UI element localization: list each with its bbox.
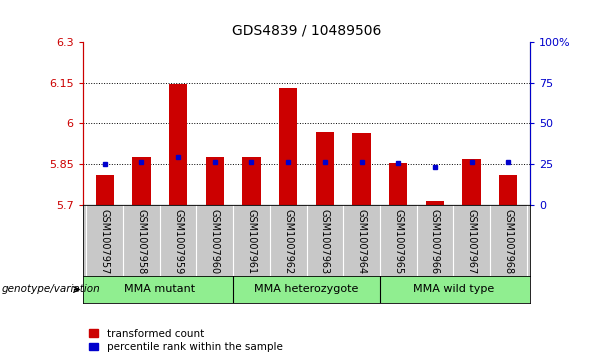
Text: GSM1007966: GSM1007966 [430, 209, 440, 274]
Bar [169, 84, 188, 205]
Bar [462, 159, 481, 205]
Bar [132, 158, 151, 205]
Bar [242, 158, 261, 205]
Bar [96, 175, 114, 205]
Bar [316, 131, 334, 205]
Bar [425, 201, 444, 205]
Bar [205, 158, 224, 205]
Text: GSM1007960: GSM1007960 [210, 209, 220, 274]
Text: MMA mutant: MMA mutant [124, 285, 196, 294]
Text: GSM1007957: GSM1007957 [100, 209, 110, 274]
Text: GSM1007967: GSM1007967 [466, 209, 476, 274]
Text: genotype/variation: genotype/variation [1, 285, 100, 294]
Text: GSM1007963: GSM1007963 [320, 209, 330, 274]
Legend: transformed count, percentile rank within the sample: transformed count, percentile rank withi… [85, 325, 287, 356]
Text: MMA wild type: MMA wild type [413, 285, 494, 294]
Text: GSM1007968: GSM1007968 [503, 209, 513, 274]
Bar [352, 133, 371, 205]
Text: GSM1007962: GSM1007962 [283, 209, 293, 274]
Text: GSM1007965: GSM1007965 [393, 209, 403, 274]
Title: GDS4839 / 10489506: GDS4839 / 10489506 [232, 24, 381, 38]
Text: GSM1007961: GSM1007961 [246, 209, 256, 274]
Bar [499, 175, 517, 205]
Bar [279, 88, 297, 205]
Text: GSM1007959: GSM1007959 [173, 209, 183, 274]
Bar [389, 163, 408, 205]
Text: GSM1007958: GSM1007958 [137, 209, 147, 274]
Text: MMA heterozygote: MMA heterozygote [254, 285, 359, 294]
Text: GSM1007964: GSM1007964 [357, 209, 367, 274]
